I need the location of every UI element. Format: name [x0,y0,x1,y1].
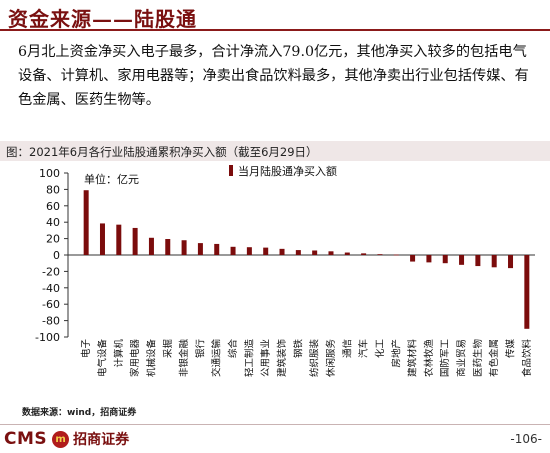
y-tick-label: -100 [35,331,60,344]
bar [165,239,171,255]
figure-caption-bar: 图：2021年6月各行业陆股通累积净买入额（截至6月29日） [0,141,550,161]
x-category-label: 采掘 [162,339,174,358]
bar [214,243,220,255]
bar [148,237,154,255]
bar [263,247,269,255]
x-category-label: 纺织服装 [309,339,321,378]
unit-label: 单位：亿元 [84,172,139,186]
bar [361,253,367,255]
y-tick-label: -60 [42,298,60,311]
bar [116,224,122,255]
x-category-label: 商业贸易 [456,339,468,377]
bar [508,255,514,269]
bar [491,255,497,268]
bar [181,240,187,255]
x-category-label: 医药生物 [472,339,484,378]
x-category-label: 有色金属 [488,339,500,377]
page-title: 资金来源——陆股通 [8,7,197,31]
data-source: 数据来源：wind，招商证券 [22,408,137,418]
x-category-label: 休闲服务 [325,339,337,378]
page-number: -106- [510,432,542,446]
logo-cms-text: CMS [4,429,48,449]
bar [197,243,203,255]
x-category-label: 电子 [80,339,92,359]
x-category-label: 家用电器 [129,339,141,378]
x-category-label: 计算机 [113,339,125,368]
x-category-label: 化工 [374,339,386,359]
bar [377,254,383,255]
bar [295,250,301,255]
footer-divider [0,424,550,425]
x-category-label: 银行 [194,339,206,359]
x-category-label: 通信 [341,339,353,358]
x-category-label: 综合 [227,339,239,359]
x-category-label: 房地产 [390,339,402,368]
legend-label: 当月陆股通净买入额 [238,164,337,178]
x-category-label: 电气设备 [96,339,108,378]
y-tick-label: 0 [53,249,60,262]
y-tick-label: -80 [42,315,60,328]
x-category-label: 交通运输 [211,339,223,378]
bar [459,255,465,265]
x-category-label: 国防军工 [439,339,451,378]
bar [426,255,432,263]
x-category-label: 机械设备 [145,339,157,378]
x-category-label: 公用事业 [260,339,272,377]
bar-chart: -100 -80 -60 -40 -20 0 20 40 60 80 100 电子 电气设备 计算机 家用电… [35,164,535,378]
bar [393,254,399,256]
x-category-label: 食品饮料 [521,339,533,378]
bar [246,247,252,255]
x-category-label: 钢铁 [292,339,304,359]
x-category-label: 传媒 [505,339,517,359]
bar [312,250,318,255]
y-tick-label: 20 [46,233,60,246]
bar [410,255,416,262]
bar [83,190,89,255]
y-tick-label: 60 [46,200,60,213]
x-category-label: 建筑装饰 [276,339,288,377]
logo-badge-icon: m [52,430,70,448]
x-category-label: 农林牧渔 [423,339,435,378]
summary-paragraph: 6月北上资金净买入电子最多，合计净流入79.0亿元，其他净买入较多的包括电气设备… [18,44,529,108]
bar [475,255,481,267]
page-header: 资金来源——陆股通 [0,0,550,32]
x-category-label: 轻工制造 [243,339,255,378]
y-tick-label: -20 [42,265,60,278]
header-divider [0,29,550,31]
bar [230,246,236,255]
y-tick-label: 80 [46,183,60,196]
y-tick-label: 100 [39,167,60,180]
figure-caption: 图：2021年6月各行业陆股通累积净买入额（截至6月29日） [6,145,318,159]
x-category-label: 建筑材料 [407,339,419,378]
bar [132,227,138,255]
legend-swatch [229,165,233,176]
x-category-label: 非银金融 [178,339,190,378]
bar [328,251,334,255]
bar [524,255,530,329]
y-tick-label: -40 [42,282,60,295]
company-logo: CMS m 招商证券 [4,428,129,450]
bar [442,255,448,264]
bar [99,223,105,255]
x-category-label: 汽车 [358,339,370,358]
y-tick-label: 40 [46,216,60,229]
logo-company-name: 招商证券 [73,432,130,448]
bar [344,252,350,255]
bar [279,248,285,255]
